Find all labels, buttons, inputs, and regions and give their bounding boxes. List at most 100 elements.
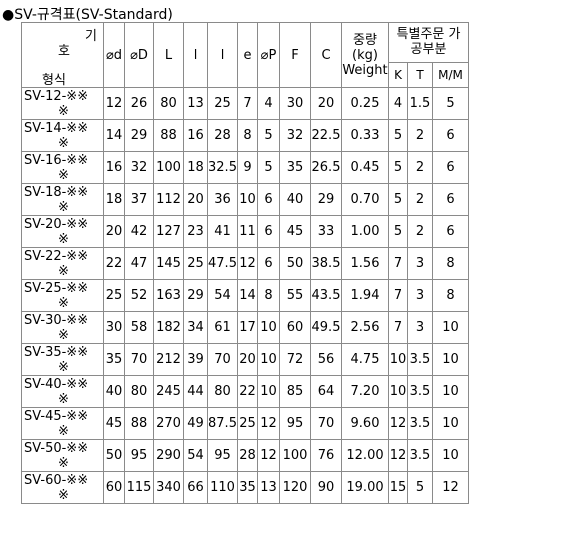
table-cell: 6	[257, 247, 280, 280]
table-cell: 6	[432, 151, 469, 184]
table-row: SV-25-※※ ※ 25 52 163 29 54 14 8 55 43.5 1.94 7 3 8	[21, 279, 469, 312]
table-cell: 5	[257, 119, 280, 152]
model-cell: SV-20-※※ ※	[21, 215, 104, 248]
column-header: ⌀d	[103, 22, 125, 88]
table-cell: 9.60	[341, 407, 389, 440]
table-cell: 80	[124, 375, 154, 408]
table-cell: 35	[279, 151, 311, 184]
table-cell: 120	[279, 471, 311, 504]
model-name-suffix: ※	[58, 327, 69, 343]
table-row: SV-30-※※ ※ 30 58 182 34 61 17 10 60 49.5 2.56 7 3 10	[21, 311, 469, 344]
table-cell: 80	[207, 375, 238, 408]
table-row: SV-18-※※ ※ 18 37 112 20 36 10 6 40 29 0.70 5 2 6	[21, 183, 469, 216]
model-cell: SV-12-※※ ※	[21, 87, 104, 120]
table-cell: 12	[388, 439, 408, 472]
model-cell: SV-45-※※ ※	[21, 407, 104, 440]
table-cell: 7	[388, 311, 408, 344]
table-cell: 30	[279, 87, 311, 120]
model-cell: SV-35-※※ ※	[21, 343, 104, 376]
table-cell: 5	[388, 119, 408, 152]
model-name-suffix: ※	[58, 103, 69, 119]
table-cell: 85	[279, 375, 311, 408]
model-name: SV-18-※※	[24, 184, 89, 200]
table-cell: 38.5	[310, 247, 342, 280]
model-name-suffix: ※	[58, 295, 69, 311]
table-cell: 12	[257, 439, 280, 472]
column-header: ⌀P	[257, 22, 280, 88]
table-cell: 20	[103, 215, 125, 248]
table-cell: 88	[124, 407, 154, 440]
table-cell: 41	[207, 215, 238, 248]
table-cell: 44	[183, 375, 208, 408]
table-cell: 16	[103, 151, 125, 184]
model-name: SV-30-※※	[24, 312, 89, 328]
table-cell: 29	[183, 279, 208, 312]
table-cell: 33	[310, 215, 342, 248]
table-cell: 58	[124, 311, 154, 344]
table-cell: 10	[237, 183, 258, 216]
table-cell: 20	[237, 343, 258, 376]
table-cell: 40	[279, 183, 311, 216]
table-row: SV-60-※※ ※ 60 115 340 66 110 35 13 120 90 19.00 15 5 1…	[21, 471, 469, 504]
table-cell: 6	[257, 183, 280, 216]
model-name-suffix: ※	[58, 359, 69, 375]
table-cell: 35	[103, 343, 125, 376]
table-cell: 3	[407, 247, 433, 280]
table-cell: 290	[153, 439, 184, 472]
column-header: ⌀D	[124, 22, 154, 88]
weight-label-line1: 중량	[353, 32, 377, 48]
table-row: SV-14-※※ ※ 14 29 88 16 28 8 5 32 22.5 0.33 5 2 6	[21, 119, 469, 152]
table-cell: 40	[103, 375, 125, 408]
table-cell: 12	[257, 407, 280, 440]
table-cell: 5	[257, 151, 280, 184]
table-cell: 7	[237, 87, 258, 120]
table-cell: 20	[310, 87, 342, 120]
column-header: l	[207, 22, 238, 88]
table-cell: 10	[432, 439, 469, 472]
table-cell: 50	[103, 439, 125, 472]
table-cell: 49.5	[310, 311, 342, 344]
table-cell: 12.00	[341, 439, 389, 472]
model-cell: SV-30-※※ ※	[21, 311, 104, 344]
table-cell: 3.5	[407, 375, 433, 408]
table-cell: 0.45	[341, 151, 389, 184]
model-name-suffix: ※	[58, 455, 69, 471]
column-header: e	[237, 22, 258, 88]
table-cell: 0.70	[341, 183, 389, 216]
table-cell: 1.56	[341, 247, 389, 280]
table-cell: 22	[237, 375, 258, 408]
table-row: SV-12-※※ ※ 12 26 80 13 25 7 4 30 20 0.25 4 1.5 5	[21, 87, 469, 120]
table-cell: 14	[103, 119, 125, 152]
table-cell: 54	[183, 439, 208, 472]
sub-header-mm: M/M	[432, 61, 469, 89]
table-cell: 87.5	[207, 407, 238, 440]
model-name-suffix: ※	[58, 423, 69, 439]
table-cell: 17	[237, 311, 258, 344]
table-cell: 8	[257, 279, 280, 312]
table-cell: 19.00	[341, 471, 389, 504]
table-cell: 47.5	[207, 247, 238, 280]
table-cell: 23	[183, 215, 208, 248]
table-cell: 22.5	[310, 119, 342, 152]
table-cell: 6	[432, 183, 469, 216]
model-cell: SV-40-※※ ※	[21, 375, 104, 408]
model-name: SV-60-※※	[24, 472, 89, 488]
model-name-suffix: ※	[58, 167, 69, 183]
sub-header-t: T	[407, 61, 433, 89]
spec-table-body: 기 호 형식 ⌀d ⌀D L l l e ⌀P F C 중량 (kg) Weig…	[21, 22, 469, 504]
model-name: SV-35-※※	[24, 344, 89, 360]
table-cell: 18	[103, 183, 125, 216]
table-cell: 25	[103, 279, 125, 312]
table-cell: 5	[388, 215, 408, 248]
table-row: SV-22-※※ ※ 22 47 145 25 47.5 12 6 50 38.5 1.56 7 3 8	[21, 247, 469, 280]
special-order-line1: 특별주문 가	[396, 27, 461, 43]
table-cell: 42	[124, 215, 154, 248]
table-cell: 12	[388, 407, 408, 440]
table-cell: 45	[279, 215, 311, 248]
model-cell: SV-22-※※ ※	[21, 247, 104, 280]
model-name: SV-40-※※	[24, 376, 89, 392]
table-cell: 22	[103, 247, 125, 280]
table-cell: 30	[103, 311, 125, 344]
table-cell: 61	[207, 311, 238, 344]
table-cell: 1.5	[407, 87, 433, 120]
